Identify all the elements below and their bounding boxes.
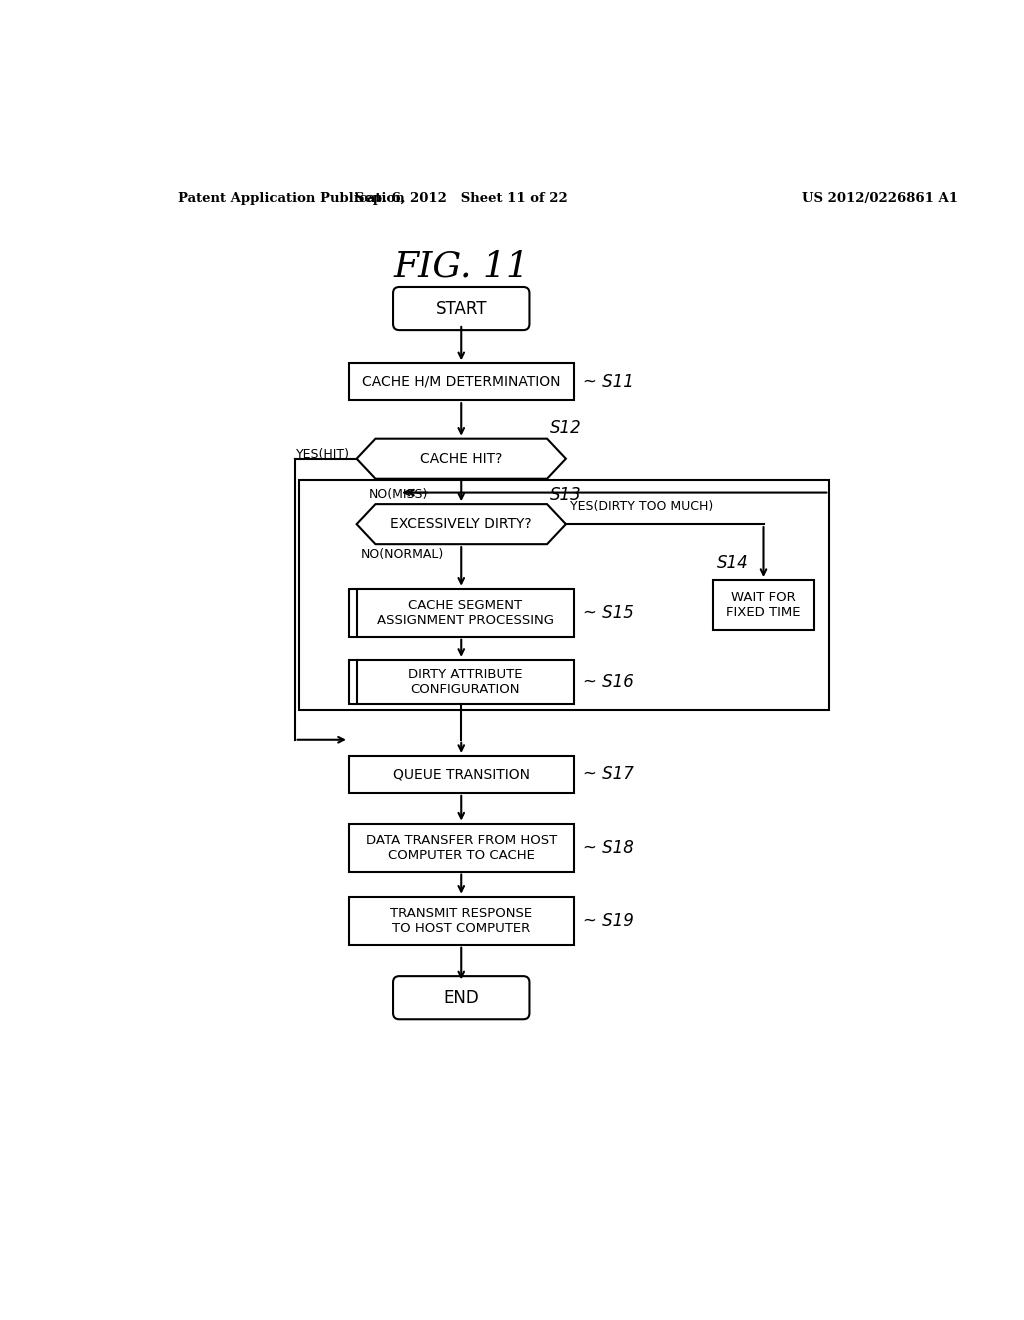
Text: TRANSMIT RESPONSE
TO HOST COMPUTER: TRANSMIT RESPONSE TO HOST COMPUTER — [390, 907, 532, 935]
Bar — [299, 480, 829, 710]
Polygon shape — [356, 438, 566, 479]
Text: ~ S19: ~ S19 — [583, 912, 634, 929]
Text: YES(DIRTY TOO MUCH): YES(DIRTY TOO MUCH) — [569, 499, 713, 512]
Text: Patent Application Publication: Patent Application Publication — [178, 191, 406, 205]
Text: CACHE H/M DETERMINATION: CACHE H/M DETERMINATION — [362, 375, 560, 388]
Text: ~ S17: ~ S17 — [583, 766, 634, 783]
Bar — [349, 363, 573, 400]
Text: S13: S13 — [550, 486, 582, 504]
Text: EXCESSIVELY DIRTY?: EXCESSIVELY DIRTY? — [390, 517, 532, 531]
Text: S12: S12 — [550, 418, 582, 437]
Text: DATA TRANSFER FROM HOST
COMPUTER TO CACHE: DATA TRANSFER FROM HOST COMPUTER TO CACH… — [366, 833, 557, 862]
Text: S14: S14 — [717, 554, 749, 572]
Text: DIRTY ATTRIBUTE
CONFIGURATION: DIRTY ATTRIBUTE CONFIGURATION — [408, 668, 522, 696]
Text: ~ S15: ~ S15 — [583, 603, 634, 622]
Text: START: START — [435, 300, 487, 318]
Text: US 2012/0226861 A1: US 2012/0226861 A1 — [802, 191, 958, 205]
Text: ~ S11: ~ S11 — [583, 372, 634, 391]
Text: WAIT FOR
FIXED TIME: WAIT FOR FIXED TIME — [726, 591, 801, 619]
Bar — [713, 579, 814, 630]
Bar — [349, 589, 573, 636]
FancyBboxPatch shape — [393, 977, 529, 1019]
Bar — [349, 660, 573, 704]
Text: Sep. 6, 2012   Sheet 11 of 22: Sep. 6, 2012 Sheet 11 of 22 — [355, 191, 567, 205]
Polygon shape — [356, 504, 566, 544]
Text: NO(MISS): NO(MISS) — [369, 488, 428, 502]
Text: CACHE SEGMENT
ASSIGNMENT PROCESSING: CACHE SEGMENT ASSIGNMENT PROCESSING — [377, 599, 554, 627]
Text: QUEUE TRANSITION: QUEUE TRANSITION — [393, 767, 529, 781]
Bar — [349, 824, 573, 871]
Text: FIG. 11: FIG. 11 — [393, 249, 529, 284]
Text: CACHE HIT?: CACHE HIT? — [420, 451, 503, 466]
FancyBboxPatch shape — [393, 286, 529, 330]
Text: END: END — [443, 989, 479, 1007]
Text: ~ S18: ~ S18 — [583, 838, 634, 857]
Text: NO(NORMAL): NO(NORMAL) — [360, 548, 443, 561]
Bar — [349, 896, 573, 945]
Bar — [349, 756, 573, 793]
Text: ~ S16: ~ S16 — [583, 673, 634, 690]
Text: YES(HIT): YES(HIT) — [296, 449, 350, 462]
